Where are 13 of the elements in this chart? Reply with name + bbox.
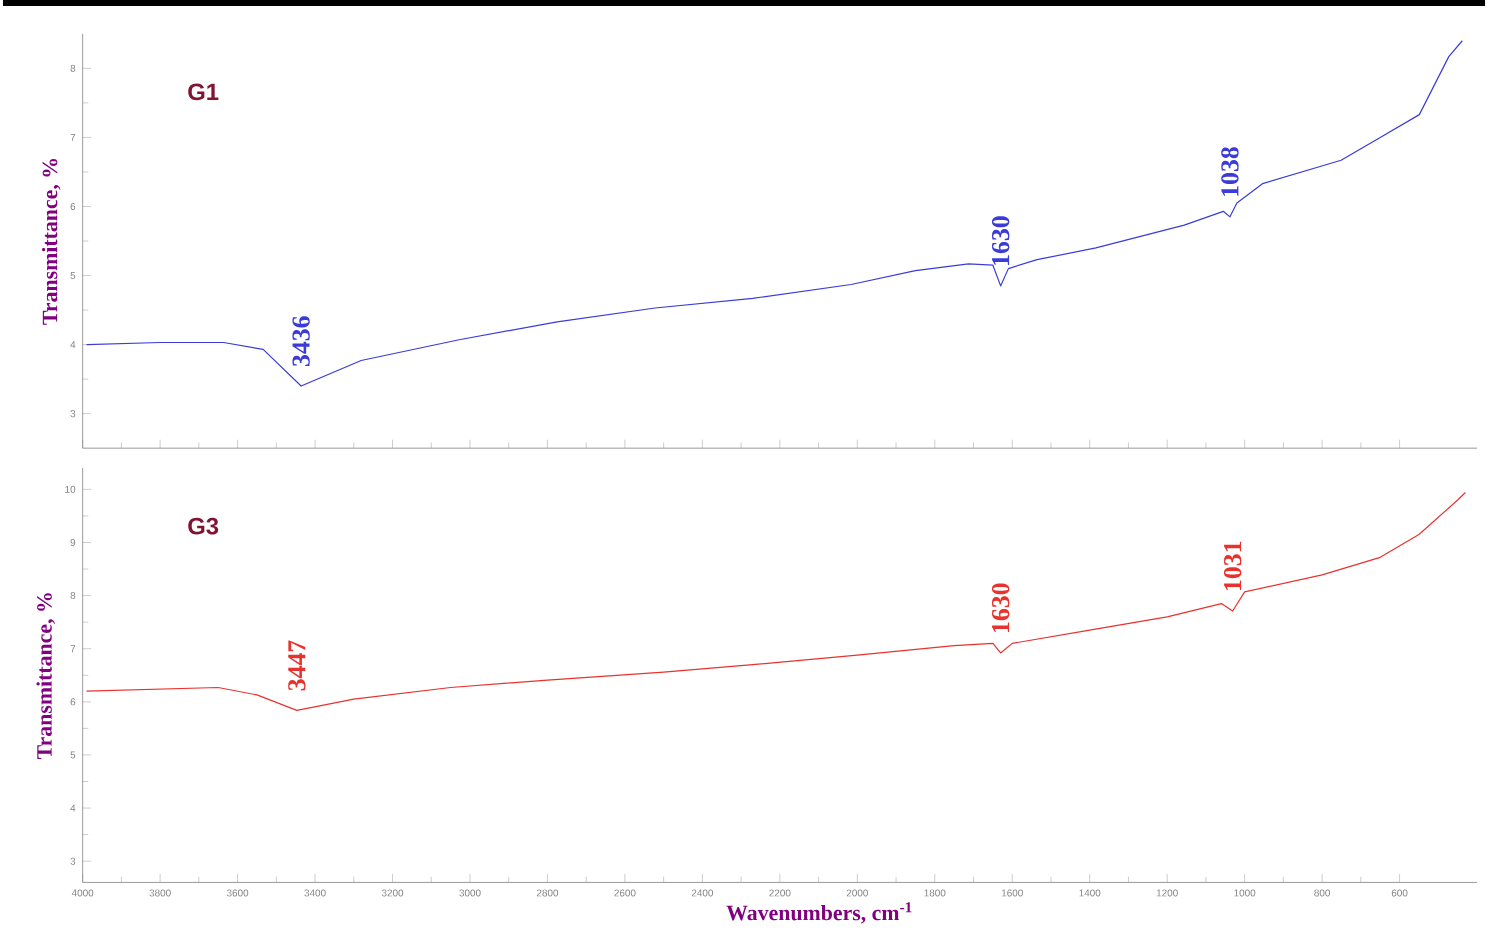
x-axis-title: Wavenumbers, cm$^{-1}$ (726, 902, 912, 924)
line-series (85, 491, 1467, 711)
y-axis-title: Transmittance, % (36, 593, 55, 759)
line-series (85, 40, 1463, 387)
y-axis-title: Transmittance, % (41, 158, 61, 325)
annotation: 1630 (991, 583, 1010, 632)
annotation: 1038 (1221, 147, 1239, 196)
text: G1 (188, 83, 219, 101)
annotation: 1031 (1223, 541, 1242, 590)
annotation: 3447 (288, 640, 306, 691)
text: G3 (188, 517, 219, 535)
annotation: 1630 (991, 216, 1010, 265)
annotation: 3436 (292, 316, 310, 367)
